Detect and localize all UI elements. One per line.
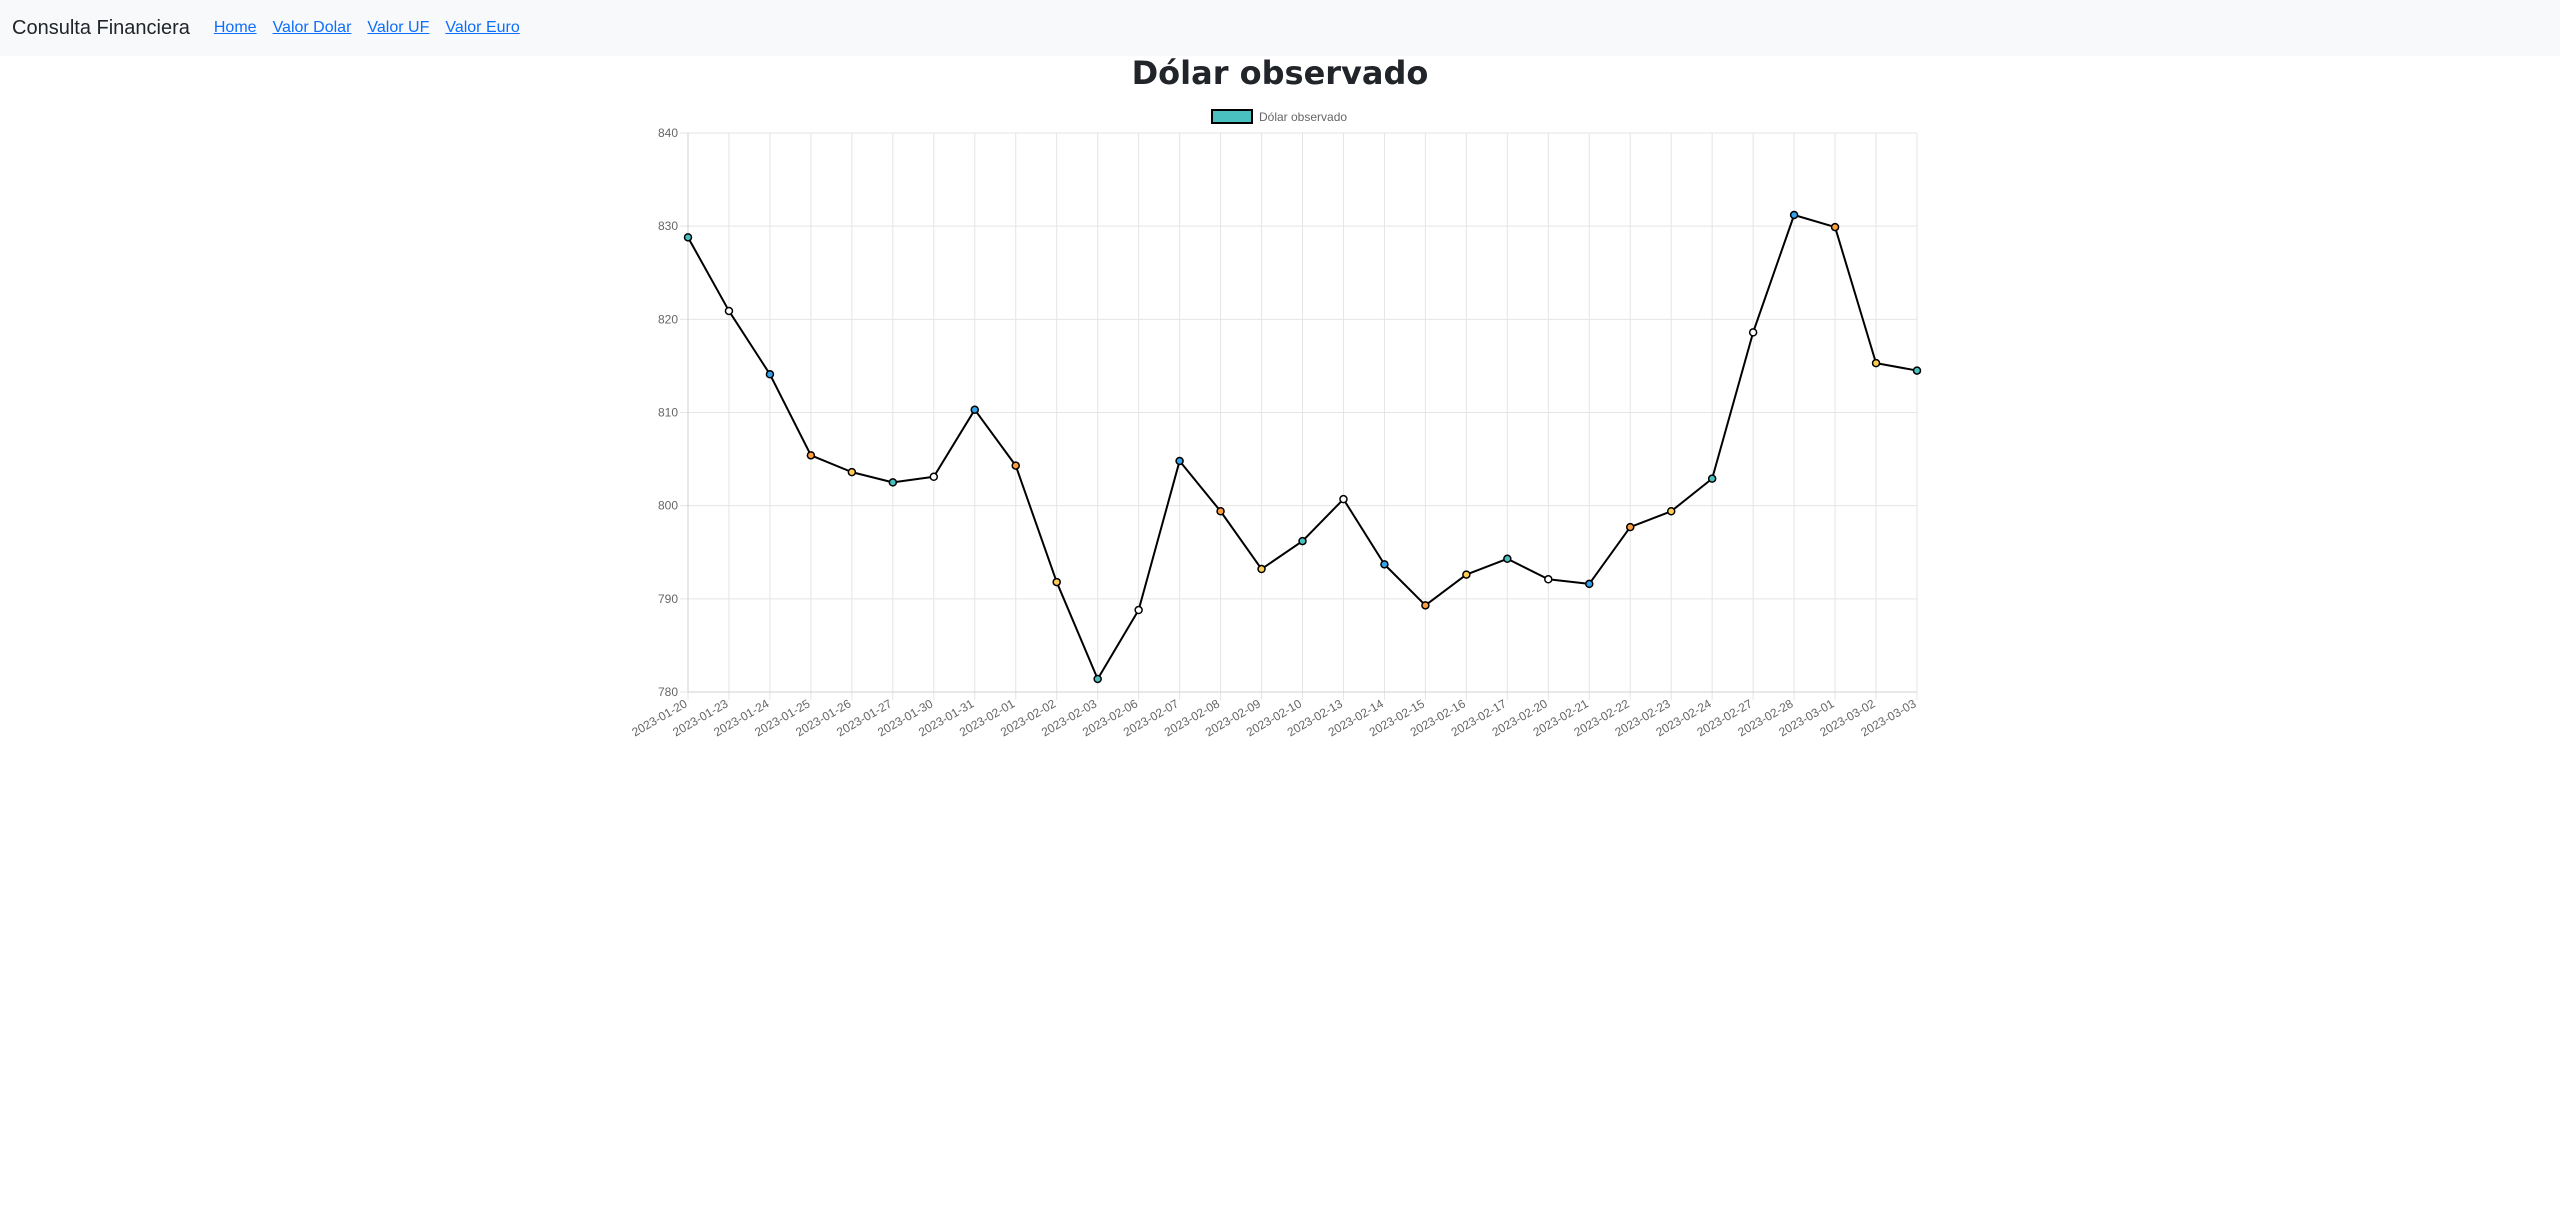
series-line-segment (1055, 581, 1099, 680)
data-point[interactable] (929, 472, 939, 482)
series-line-segment (687, 236, 730, 312)
data-point[interactable] (1421, 601, 1430, 610)
data-point[interactable] (1175, 456, 1184, 466)
data-point[interactable] (1134, 605, 1143, 615)
data-point[interactable] (1257, 564, 1266, 574)
grid (680, 132, 1918, 700)
nav-link-valor-uf[interactable]: Valor UF (367, 19, 430, 36)
data-point[interactable] (1544, 575, 1553, 584)
series-line-segment (851, 471, 894, 484)
series-line-segment (1588, 526, 1632, 585)
series-line-segment (1548, 578, 1590, 585)
series-line-segment (1342, 498, 1386, 565)
series-line-segment (1875, 362, 1918, 372)
legend-label[interactable]: Dólar observado (1259, 110, 1347, 124)
series-line-segment (769, 373, 812, 456)
data-point[interactable] (1748, 328, 1758, 337)
series-line-segment (973, 409, 1017, 467)
data-point[interactable] (806, 451, 816, 460)
series-line-segment (1301, 498, 1345, 542)
y-tick-label: 780 (658, 685, 678, 699)
y-tick-label: 790 (658, 592, 678, 606)
data-point[interactable] (1052, 577, 1061, 587)
nav-link-home[interactable]: Home (213, 19, 257, 36)
series-line-segment (1383, 563, 1427, 607)
data-point[interactable] (1339, 494, 1348, 504)
nav-links: Home Valor Dolar Valor UF Valor Euro (214, 19, 536, 37)
data-point[interactable] (1871, 358, 1881, 368)
legend[interactable]: Dólar observado (1211, 109, 1347, 124)
series-line-segment (1219, 510, 1263, 570)
data-point[interactable] (1503, 554, 1512, 564)
data-point[interactable] (1707, 474, 1717, 483)
data-point[interactable] (1625, 522, 1635, 532)
data-point[interactable] (1380, 560, 1389, 569)
legend-swatch[interactable] (1211, 109, 1253, 124)
series-line-segment (892, 475, 934, 484)
y-tick-label: 830 (658, 219, 678, 233)
series-line-segment (1466, 557, 1508, 576)
data-point[interactable] (847, 467, 857, 477)
series-line-segment (1096, 609, 1140, 680)
y-tick-label: 820 (658, 312, 678, 326)
series-line-segment (1670, 477, 1713, 513)
data-point[interactable] (1912, 366, 1922, 375)
y-tick-label: 840 (658, 126, 678, 140)
data-point[interactable] (888, 478, 898, 487)
data-point[interactable] (1216, 507, 1225, 516)
series-line-segment (1629, 510, 1672, 529)
data-point[interactable] (1789, 210, 1799, 220)
data-point[interactable] (765, 370, 775, 379)
data-point[interactable] (1093, 674, 1102, 684)
series-line-layer (687, 214, 1918, 680)
nav-link-valor-euro[interactable]: Valor Euro (445, 19, 520, 36)
data-point[interactable] (683, 233, 693, 242)
data-point[interactable] (724, 306, 734, 316)
y-tick-label: 800 (658, 499, 678, 513)
series-line-segment (728, 310, 771, 375)
data-point[interactable] (1666, 507, 1676, 516)
series-line-segment (1752, 214, 1796, 333)
series-line-segment (1014, 465, 1058, 583)
series-points-layer (683, 210, 1922, 684)
data-point[interactable] (1830, 222, 1840, 232)
navbar-brand[interactable]: Consulta Financiera (12, 16, 190, 39)
series-line-segment (810, 454, 853, 474)
series-line-segment (1424, 573, 1467, 607)
series-line-segment (1711, 332, 1755, 479)
nav-link-valor-dolar[interactable]: Valor Dolar (272, 19, 352, 36)
navbar: Consulta Financiera Home Valor Dolar Val… (0, 0, 2560, 56)
series-line-segment (1834, 226, 1877, 364)
data-point[interactable] (970, 405, 980, 414)
series-line-segment (1260, 540, 1304, 570)
series-line-segment (1137, 460, 1181, 611)
series-line-segment (932, 409, 976, 478)
data-point[interactable] (1011, 461, 1020, 470)
data-point[interactable] (1585, 579, 1594, 589)
data-point[interactable] (1462, 570, 1471, 579)
y-tick-label: 810 (658, 406, 678, 420)
series-line-segment (1793, 214, 1836, 229)
data-point[interactable] (1298, 536, 1307, 546)
series-line-segment (1506, 557, 1549, 581)
series-line-segment (1178, 460, 1222, 512)
page-title: Dólar observado (1131, 54, 1429, 92)
